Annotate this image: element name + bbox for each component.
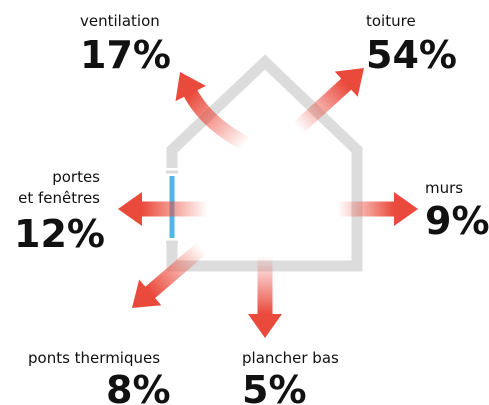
- arrow-head: [175, 72, 206, 102]
- label: toiture: [366, 12, 416, 30]
- arrow-head: [132, 279, 162, 308]
- label: ponts thermiques: [28, 349, 160, 367]
- percentage: 17%: [80, 33, 171, 77]
- label: plancher bas: [242, 349, 339, 367]
- arrow-head: [334, 68, 364, 97]
- percentage: 54%: [366, 33, 457, 77]
- label: portes: [52, 168, 100, 186]
- percentage: 5%: [242, 368, 307, 405]
- arrow-shaft: [143, 242, 207, 300]
- percentage: 12%: [14, 212, 105, 256]
- arrow-head: [394, 192, 418, 226]
- arrow-head: [118, 192, 142, 226]
- arrow-shaft: [292, 77, 353, 134]
- percentage: 9%: [425, 199, 489, 243]
- label: ventilation: [80, 12, 160, 30]
- percentage: 8%: [106, 368, 171, 405]
- label: murs: [425, 179, 463, 197]
- label: et fenêtres: [18, 189, 100, 207]
- arrow-head: [248, 314, 282, 338]
- arrows: [118, 68, 418, 338]
- arrow-shaft: [183, 88, 250, 151]
